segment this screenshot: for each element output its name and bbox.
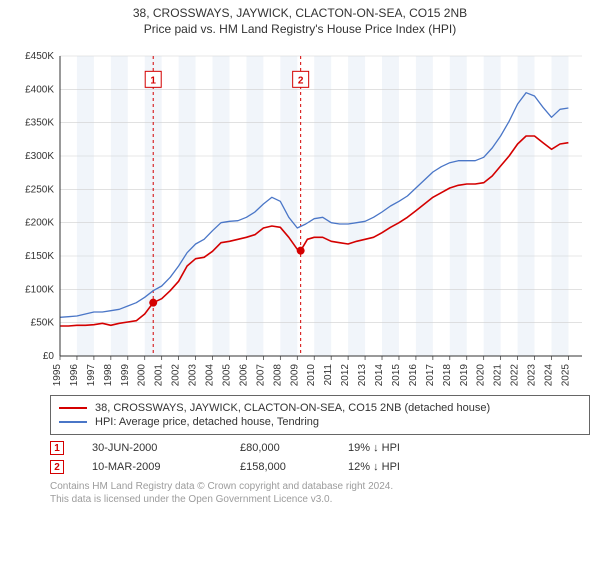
x-tick-label: 2019: [459, 364, 470, 387]
event-badge: 1: [50, 441, 64, 455]
y-tick-label: £50K: [31, 318, 55, 329]
event-delta: 19% ↓ HPI: [348, 442, 448, 454]
event-badge-2: 2: [298, 75, 304, 86]
y-tick-label: £300K: [25, 151, 54, 162]
footer-attribution: Contains HM Land Registry data © Crown c…: [50, 480, 590, 506]
x-tick-label: 2020: [476, 364, 487, 387]
x-tick-label: 2000: [137, 364, 148, 387]
legend-label: 38, CROSSWAYS, JAYWICK, CLACTON-ON-SEA, …: [95, 402, 490, 414]
x-tick-label: 2024: [543, 364, 554, 387]
event-price: £80,000: [240, 442, 320, 454]
event-badge-1: 1: [150, 75, 156, 86]
x-tick-label: 2002: [171, 364, 182, 387]
x-tick-label: 2015: [391, 364, 402, 387]
x-tick-label: 1998: [103, 364, 114, 387]
chart-container: £0 £50K £100K £150K £200K £250K £300K £350K £400…: [10, 46, 590, 391]
event-delta: 12% ↓ HPI: [348, 461, 448, 473]
legend-swatch: [59, 421, 87, 423]
y-tick-label: £400K: [25, 84, 54, 95]
x-tick-label: 2013: [357, 364, 368, 387]
event-date: 10-MAR-2009: [92, 461, 212, 473]
x-tick-label: 2007: [255, 364, 266, 387]
page-subtitle: Price paid vs. HM Land Registry's House …: [0, 22, 600, 36]
y-tick-label: £100K: [25, 284, 54, 295]
y-tick-label: £200K: [25, 218, 54, 229]
x-tick-label: 2017: [425, 364, 436, 387]
x-tick-label: 2008: [272, 364, 283, 387]
event-badge: 2: [50, 460, 64, 474]
x-tick-label: 1995: [52, 364, 63, 387]
legend: 38, CROSSWAYS, JAYWICK, CLACTON-ON-SEA, …: [50, 395, 590, 435]
y-tick-label: £0: [43, 351, 55, 362]
x-tick-label: 2012: [340, 364, 351, 387]
x-tick-label: 2001: [154, 364, 165, 387]
x-tick-label: 2021: [493, 364, 504, 387]
x-tick-label: 2016: [408, 364, 419, 387]
event-price: £158,000: [240, 461, 320, 473]
page-title: 38, CROSSWAYS, JAYWICK, CLACTON-ON-SEA, …: [0, 6, 600, 20]
x-tick-label: 2022: [510, 364, 521, 387]
legend-row: HPI: Average price, detached house, Tend…: [59, 416, 581, 428]
event-row: 2 10-MAR-2009 £158,000 12% ↓ HPI: [50, 460, 590, 474]
legend-row: 38, CROSSWAYS, JAYWICK, CLACTON-ON-SEA, …: [59, 402, 581, 414]
x-tick-label: 2005: [221, 364, 232, 387]
footer-line: Contains HM Land Registry data © Crown c…: [50, 480, 590, 493]
x-tick-label: 2023: [527, 364, 538, 387]
legend-label: HPI: Average price, detached house, Tend…: [95, 416, 319, 428]
y-tick-label: £150K: [25, 251, 54, 262]
event-row: 1 30-JUN-2000 £80,000 19% ↓ HPI: [50, 441, 590, 455]
x-tick-label: 2006: [238, 364, 249, 387]
x-tick-label: 2014: [374, 364, 385, 387]
chart-svg: £0 £50K £100K £150K £200K £250K £300K £350K £400…: [10, 46, 590, 391]
x-tick-label: 1996: [69, 364, 80, 387]
x-tick-label: 2011: [323, 364, 334, 386]
legend-swatch: [59, 407, 87, 409]
x-tick-label: 2025: [560, 364, 571, 387]
event-date: 30-JUN-2000: [92, 442, 212, 454]
y-tick-label: £450K: [25, 51, 54, 62]
x-tick-label: 2009: [289, 364, 300, 387]
x-tick-label: 1997: [86, 364, 97, 387]
x-tick-label: 2010: [306, 364, 317, 387]
x-tick-label: 2018: [442, 364, 453, 387]
y-tick-label: £350K: [25, 118, 54, 129]
event-table: 1 30-JUN-2000 £80,000 19% ↓ HPI 2 10-MAR-2009…: [50, 441, 590, 474]
x-tick-label: 1999: [120, 364, 131, 387]
x-tick-label: 2004: [205, 364, 216, 387]
footer-line: This data is licensed under the Open Gov…: [50, 493, 590, 506]
y-tick-label: £250K: [25, 184, 54, 195]
x-tick-label: 2003: [188, 364, 199, 387]
